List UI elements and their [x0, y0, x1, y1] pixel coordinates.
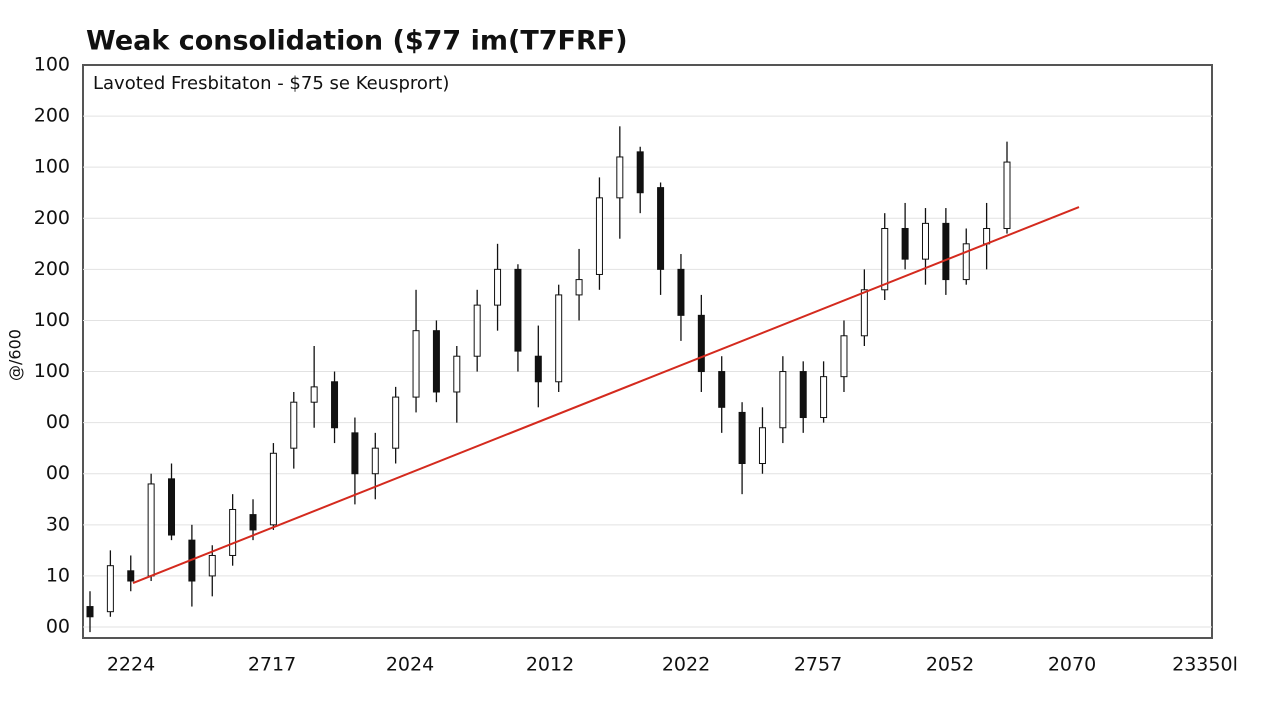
- x-tick-label: 2012: [526, 654, 574, 676]
- candle-body: [595, 197, 603, 275]
- candle-body: [983, 227, 991, 245]
- candle-body: [473, 304, 481, 357]
- candle-body: [555, 294, 563, 383]
- candle-body: [901, 227, 909, 260]
- candle-body: [616, 156, 624, 199]
- y-tick-label: 100: [34, 54, 70, 76]
- candle-body: [86, 606, 94, 618]
- candle-body: [147, 483, 155, 577]
- candle-body: [351, 432, 359, 475]
- candle-body: [392, 396, 400, 449]
- candle-body: [677, 268, 685, 316]
- candle-body: [921, 222, 929, 260]
- x-tick-label: 2717: [248, 654, 296, 676]
- candle-body: [453, 355, 461, 393]
- y-tick-label: 00: [46, 411, 70, 433]
- candle-body: [718, 371, 726, 408]
- x-tick-label: 2070: [1048, 654, 1096, 676]
- candle-body: [331, 381, 339, 429]
- candle-body: [697, 314, 705, 373]
- plot-frame: [82, 64, 1213, 639]
- x-tick-label: 2024: [386, 654, 434, 676]
- x-tick-label: 2224: [107, 654, 155, 676]
- x-tick-label: 23350l: [1172, 654, 1238, 676]
- candle-body: [249, 514, 257, 531]
- candle-body: [310, 386, 318, 403]
- candle-body: [840, 335, 848, 378]
- candle-body: [636, 151, 644, 194]
- y-tick-label: 30: [46, 513, 70, 535]
- candle-body: [432, 330, 440, 393]
- x-tick-label: 2052: [926, 654, 974, 676]
- candle-body: [371, 447, 379, 475]
- candle-body: [962, 243, 970, 281]
- x-tick-label: 2757: [794, 654, 842, 676]
- candle-body: [514, 268, 522, 352]
- candle-body: [860, 289, 868, 337]
- candle-body: [534, 355, 542, 383]
- candle-body: [942, 222, 950, 281]
- subtitle: Lavoted Fresbitaton - $75 se Keusprort): [93, 73, 449, 94]
- candle-body: [738, 411, 746, 465]
- y-tick-label: 10: [46, 564, 70, 586]
- candle-body: [412, 330, 420, 398]
- candle-body: [881, 227, 889, 291]
- candle-body: [657, 187, 665, 270]
- candle-body: [758, 427, 766, 465]
- y-tick-label: 200: [34, 258, 70, 280]
- y-tick-label: 200: [34, 105, 70, 127]
- candle-body: [127, 570, 135, 582]
- y-axis-label: @/600: [6, 329, 25, 381]
- candle-body: [106, 565, 114, 613]
- candle-body: [290, 401, 298, 449]
- candle-body: [820, 376, 828, 419]
- y-tick-label: 00: [46, 462, 70, 484]
- y-tick-label: 200: [34, 207, 70, 229]
- x-tick-label: 2022: [662, 654, 710, 676]
- candle-body: [799, 371, 807, 419]
- candle-body: [208, 554, 216, 577]
- candle-body: [779, 371, 787, 429]
- y-tick-label: 100: [34, 309, 70, 331]
- candle-body: [1003, 161, 1011, 229]
- y-tick-label: 00: [46, 616, 70, 638]
- candle-body: [575, 279, 583, 296]
- candle-body: [229, 508, 237, 556]
- y-tick-label: 100: [34, 156, 70, 178]
- candle-body: [168, 478, 176, 536]
- candle-body: [494, 268, 502, 306]
- y-tick-label: 100: [34, 360, 70, 382]
- chart-title: Weak consolidation ($77 im(T7FRF): [86, 26, 628, 57]
- candle-body: [269, 452, 277, 526]
- trend-line: [132, 206, 1080, 584]
